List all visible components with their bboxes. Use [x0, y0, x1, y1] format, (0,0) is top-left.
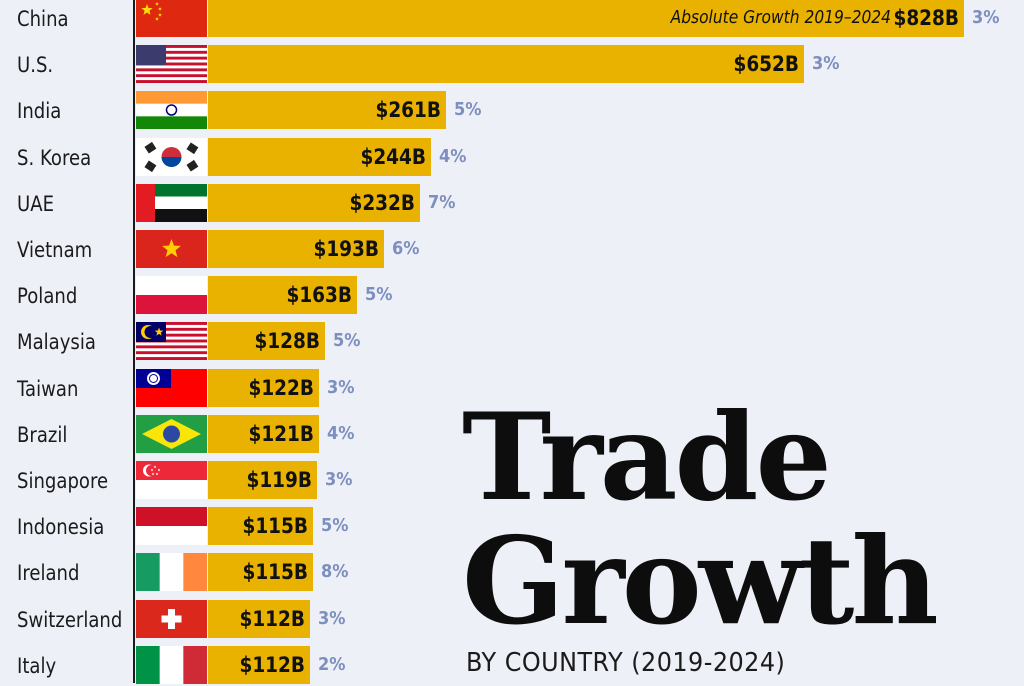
page-subtitle: BY COUNTRY (2019-2024): [466, 648, 786, 678]
us-flag-icon: [136, 45, 207, 84]
bar-value-label: $115B: [242, 560, 309, 585]
bar-value-label: $232B: [349, 190, 415, 215]
country-label: China: [17, 7, 69, 31]
bar-percent-label: 4%: [326, 422, 355, 444]
bar-value-label: $163B: [286, 283, 352, 308]
bar-percent-label: 2%: [318, 653, 346, 675]
singapore-flag-icon: [136, 461, 207, 499]
country-label: Taiwan: [17, 376, 79, 401]
bar-mark: [208, 276, 357, 315]
bar-value-label: $112B: [239, 652, 306, 677]
page-title-line-2: Growth: [462, 511, 939, 652]
switzerland-flag-icon: [136, 599, 207, 638]
series-annotation: Absolute Growth 2019–2024: [670, 7, 892, 28]
south-korea-flag-icon: [136, 137, 207, 176]
india-flag-icon: [136, 91, 207, 130]
bar-mark: [208, 507, 314, 546]
country-label: Brazil: [17, 422, 68, 447]
poland-flag-icon: [136, 276, 207, 315]
country-label: Switzerland: [17, 607, 123, 632]
country-label: U.S.: [17, 53, 54, 78]
italy-flag-icon: [136, 645, 207, 684]
bar-percent-label: 3%: [327, 376, 355, 398]
china-flag-icon: [136, 0, 207, 37]
bar-mark: [208, 322, 325, 361]
bar-value-label: $122B: [248, 375, 315, 400]
bar-value-label: $828B: [893, 6, 960, 30]
bar-value-label: $193B: [313, 237, 380, 261]
indonesia-flag-icon: [136, 507, 207, 546]
bar-percent-label: 5%: [332, 330, 361, 352]
bar-value-label: $119B: [246, 468, 312, 492]
bar-mark: [208, 414, 319, 453]
taiwan-flag-icon: [136, 368, 207, 407]
bar-percent-label: 5%: [454, 99, 482, 121]
ireland-flag-icon: [136, 553, 207, 592]
bar-value-label: $115B: [242, 514, 309, 539]
bar-value-label: $244B: [360, 144, 426, 169]
bar-mark: [208, 230, 385, 268]
country-label: India: [17, 99, 62, 124]
bar-mark: [208, 137, 431, 176]
bar-value-label: $112B: [239, 606, 306, 631]
malaysia-flag-icon: [136, 322, 207, 361]
bar-mark: [208, 368, 320, 407]
bar-percent-label: 5%: [364, 284, 393, 306]
bar-percent-label: 3%: [318, 607, 346, 629]
country-label: Singapore: [17, 469, 109, 493]
bar-mark: [208, 599, 311, 638]
country-label: Ireland: [17, 561, 80, 586]
page-title-line-1: Trade: [462, 387, 832, 528]
brazil-flag-icon: [136, 414, 207, 453]
bar-mark: [208, 553, 314, 592]
bar-mark: [208, 183, 420, 222]
bar-percent-label: 3%: [811, 53, 840, 75]
bar-percent-label: 4%: [438, 145, 467, 167]
country-label: UAE: [17, 191, 54, 216]
bar-value-label: $121B: [247, 421, 314, 446]
country-label: Indonesia: [17, 515, 105, 540]
bar-percent-label: 7%: [427, 191, 456, 213]
country-label: Poland: [17, 284, 78, 309]
uae-flag-icon: [136, 183, 207, 222]
bar-mark: [208, 91, 447, 130]
country-label: Italy: [17, 653, 57, 678]
bar-percent-label: 6%: [392, 238, 420, 259]
bar-mark: [208, 461, 317, 499]
bar-percent-label: 3%: [324, 469, 353, 490]
bar-mark: [208, 45, 804, 84]
bar-percent-label: 3%: [972, 7, 1000, 28]
bar-mark: [208, 645, 311, 684]
country-label: Malaysia: [17, 330, 96, 355]
bar-percent-label: 5%: [321, 515, 349, 537]
y-axis-line: [133, 0, 135, 683]
bar-value-label: $261B: [375, 98, 442, 123]
bar-mark: [208, 0, 965, 37]
country-label: Vietnam: [17, 238, 93, 262]
bar-value-label: $652B: [733, 52, 799, 77]
bar-percent-label: 8%: [321, 561, 349, 583]
vietnam-flag-icon: [136, 230, 207, 268]
bar-value-label: $128B: [254, 329, 320, 354]
country-label: S. Korea: [17, 145, 92, 170]
